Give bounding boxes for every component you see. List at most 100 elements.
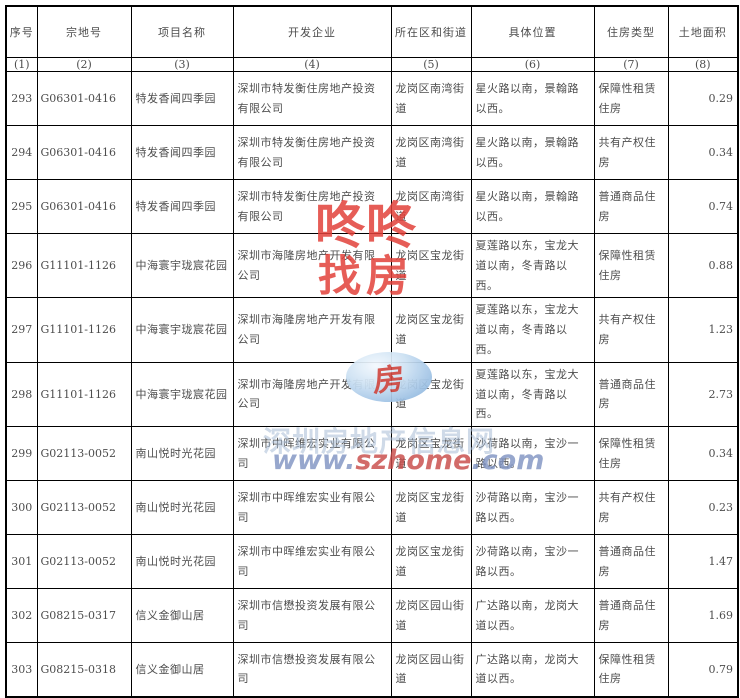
table-row: 300 G02113-0052 南山悦时光花园 深圳市中晖维宏实业有限公司 龙岗…	[5, 480, 739, 536]
cell-land-area: 1.47	[667, 534, 739, 590]
table-row: 302 G08215-0317 信义金御山居 深圳市信懋投资发展有限公司 龙岗区…	[5, 588, 739, 644]
cell-project-name: 特发香闻四季园	[130, 71, 234, 126]
cell-district-street: 龙岗区园山街道	[390, 588, 472, 644]
cell-parcel-number: G06301-0416	[36, 179, 132, 234]
cell-serial-number: 294	[5, 125, 38, 180]
cell-project-name: 中海寰宇珑宸花园	[130, 361, 234, 428]
table-row: 301 G02113-0052 南山悦时光花园 深圳市中晖维宏实业有限公司 龙岗…	[5, 534, 739, 590]
cell-land-area: 0.29	[667, 71, 739, 126]
cell-developer: 深圳市海隆房地产开发有限公司	[232, 297, 392, 363]
cell-serial-number: 297	[5, 297, 38, 363]
cell-parcel-number: G11101-1126	[36, 297, 132, 363]
housing-projects-table: 序号 宗地号 项目名称 开发企业 所在区和街道 具体位置 住房类型 土地面积 (1) (2) (3…	[5, 5, 739, 698]
cell-location: 星火路以南，景翰路以西。	[470, 125, 595, 180]
table-row: 303 G08215-0318 信义金御山居 深圳市信懋投资发展有限公司 龙岗区…	[5, 642, 739, 698]
cell-housing-type: 普通商品住房	[593, 361, 669, 428]
cell-housing-type: 普通商品住房	[593, 534, 669, 590]
column-header: 项目名称	[130, 5, 234, 58]
column-header: 具体位置	[470, 5, 595, 58]
cell-serial-number: 300	[5, 480, 38, 536]
cell-developer: 深圳市信懋投资发展有限公司	[232, 642, 392, 698]
cell-district-street: 龙岗区南湾街道	[390, 179, 472, 234]
table-row: 296 G11101-1126 中海寰宇珑宸花园 深圳市海隆房地产开发有限公司 …	[5, 232, 739, 299]
cell-parcel-number: G11101-1126	[36, 361, 132, 428]
cell-housing-type: 普通商品住房	[593, 588, 669, 644]
cell-parcel-number: G08215-0317	[36, 588, 132, 644]
cell-serial-number: 302	[5, 588, 38, 644]
cell-developer: 深圳市海隆房地产开发有限公司	[232, 232, 392, 299]
column-header: 所在区和街道	[390, 5, 472, 58]
cell-land-area: 1.69	[667, 588, 739, 644]
cell-land-area: 2.73	[667, 361, 739, 428]
cell-district-street: 龙岗区宝龙街道	[390, 480, 472, 536]
table-body: 293 G06301-0416 特发香闻四季园 深圳市特发衡住房地产投资有限公司…	[5, 71, 739, 698]
cell-serial-number: 296	[5, 232, 38, 299]
cell-housing-type: 保障性租赁住房	[593, 71, 669, 126]
cell-land-area: 0.74	[667, 179, 739, 234]
column-index: (3)	[130, 57, 234, 72]
cell-land-area: 1.23	[667, 297, 739, 363]
cell-developer: 深圳市中晖维宏实业有限公司	[232, 426, 392, 482]
cell-district-street: 龙岗区南湾街道	[390, 71, 472, 126]
cell-location: 星火路以南，景翰路以西。	[470, 71, 595, 126]
table-row: 298 G11101-1126 中海寰宇珑宸花园 深圳市海隆房地产开发有限公司 …	[5, 361, 739, 428]
cell-project-name: 信义金御山居	[130, 642, 234, 698]
column-index: (5)	[390, 57, 472, 72]
column-index: (7)	[593, 57, 669, 72]
cell-developer: 深圳市中晖维宏实业有限公司	[232, 480, 392, 536]
cell-developer: 深圳市中晖维宏实业有限公司	[232, 534, 392, 590]
cell-location: 星火路以南，景翰路以西。	[470, 179, 595, 234]
cell-serial-number: 293	[5, 71, 38, 126]
cell-project-name: 南山悦时光花园	[130, 534, 234, 590]
cell-parcel-number: G06301-0416	[36, 71, 132, 126]
table-row: 293 G06301-0416 特发香闻四季园 深圳市特发衡住房地产投资有限公司…	[5, 71, 739, 126]
cell-housing-type: 共有产权住房	[593, 480, 669, 536]
cell-land-area: 0.88	[667, 232, 739, 299]
cell-housing-type: 保障性租赁住房	[593, 232, 669, 299]
cell-parcel-number: G02113-0052	[36, 534, 132, 590]
cell-location: 沙荷路以南，宝沙一路以西。	[470, 534, 595, 590]
cell-parcel-number: G02113-0052	[36, 426, 132, 482]
cell-housing-type: 共有产权住房	[593, 125, 669, 180]
column-index: (4)	[232, 57, 392, 72]
cell-district-street: 龙岗区南湾街道	[390, 125, 472, 180]
cell-developer: 深圳市信懋投资发展有限公司	[232, 588, 392, 644]
cell-serial-number: 303	[5, 642, 38, 698]
cell-location: 沙荷路以南，宝沙一路以西。	[470, 426, 595, 482]
cell-land-area: 0.34	[667, 426, 739, 482]
header-row: 序号 宗地号 项目名称 开发企业 所在区和街道 具体位置 住房类型 土地面积	[5, 5, 739, 58]
cell-project-name: 中海寰宇珑宸花园	[130, 297, 234, 363]
cell-parcel-number: G11101-1126	[36, 232, 132, 299]
cell-location: 沙荷路以南，宝沙一路以西。	[470, 480, 595, 536]
cell-district-street: 龙岗区园山街道	[390, 642, 472, 698]
column-index: (1)	[5, 57, 38, 72]
column-index-row: (1) (2) (3) (4) (5) (6) (7) (8)	[5, 57, 739, 72]
cell-district-street: 龙岗区宝龙街道	[390, 232, 472, 299]
table-header: 序号 宗地号 项目名称 开发企业 所在区和街道 具体位置 住房类型 土地面积 (1) (2) (3…	[5, 5, 739, 72]
cell-developer: 深圳市特发衡住房地产投资有限公司	[232, 71, 392, 126]
column-index: (8)	[667, 57, 739, 72]
table-row: 295 G06301-0416 特发香闻四季园 深圳市特发衡住房地产投资有限公司…	[5, 179, 739, 234]
cell-project-name: 信义金御山居	[130, 588, 234, 644]
cell-district-street: 龙岗区宝龙街道	[390, 297, 472, 363]
cell-project-name: 南山悦时光花园	[130, 426, 234, 482]
column-header: 宗地号	[36, 5, 132, 58]
cell-district-street: 龙岗区宝龙街道	[390, 534, 472, 590]
cell-location: 夏莲路以东，宝龙大道以南，冬青路以西。	[470, 232, 595, 299]
cell-developer: 深圳市特发衡住房地产投资有限公司	[232, 179, 392, 234]
cell-housing-type: 普通商品住房	[593, 179, 669, 234]
cell-project-name: 特发香闻四季园	[130, 179, 234, 234]
cell-district-street: 龙岗区宝龙街道	[390, 361, 472, 428]
document-sheet: 序号 宗地号 项目名称 开发企业 所在区和街道 具体位置 住房类型 土地面积 (1) (2) (3…	[5, 5, 739, 698]
column-header: 住房类型	[593, 5, 669, 58]
table-row: 297 G11101-1126 中海寰宇珑宸花园 深圳市海隆房地产开发有限公司 …	[5, 297, 739, 363]
column-header: 开发企业	[232, 5, 392, 58]
cell-land-area: 0.23	[667, 480, 739, 536]
cell-land-area: 0.34	[667, 125, 739, 180]
cell-location: 广达路以南，龙岗大道以西。	[470, 588, 595, 644]
cell-serial-number: 298	[5, 361, 38, 428]
cell-developer: 深圳市特发衡住房地产投资有限公司	[232, 125, 392, 180]
cell-land-area: 0.79	[667, 642, 739, 698]
cell-location: 夏莲路以东，宝龙大道以南，冬青路以西。	[470, 361, 595, 428]
cell-developer: 深圳市海隆房地产开发有限公司	[232, 361, 392, 428]
